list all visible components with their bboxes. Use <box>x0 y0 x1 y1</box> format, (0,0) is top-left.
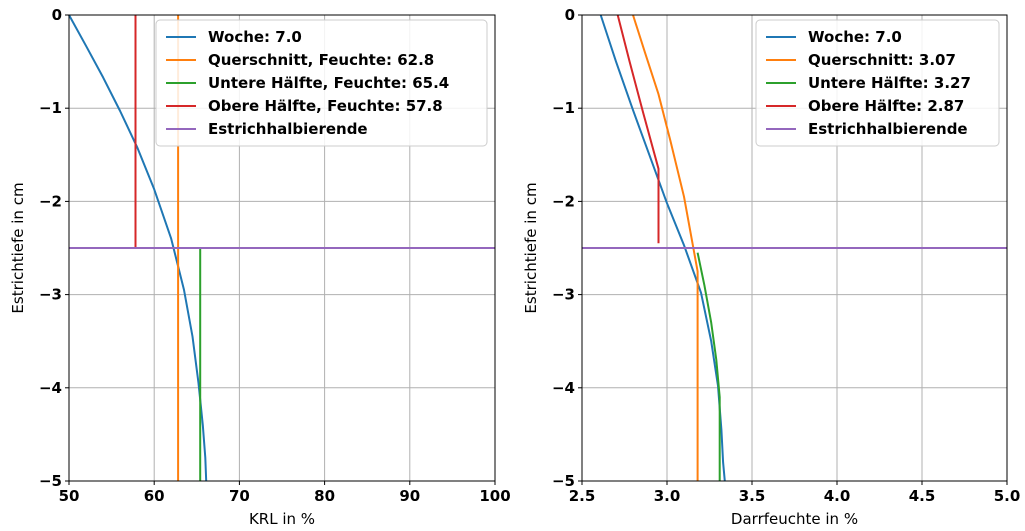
x-tick-label: 60 <box>144 487 165 505</box>
legend-label: Obere Hälfte, Feuchte: 57.8 <box>208 97 443 115</box>
x-tick-label: 90 <box>399 487 420 505</box>
x-axis-label: Darrfeuchte in % <box>731 510 858 528</box>
y-tick-label: −1 <box>39 99 62 117</box>
series-line-2 <box>698 253 720 481</box>
legend-label: Woche: 7.0 <box>808 28 902 46</box>
legend: Woche: 7.0 Querschnitt: 3.07 Untere Hälfte… <box>756 20 999 146</box>
x-tick-label: 4.5 <box>909 487 936 505</box>
series-line-3 <box>618 15 659 243</box>
legend-label: Untere Hälfte, Feuchte: 65.4 <box>208 74 449 92</box>
y-tick-label: −4 <box>39 379 62 397</box>
x-axis-label: KRL in % <box>249 510 315 528</box>
legend-label: Obere Hälfte: 2.87 <box>808 97 964 115</box>
y-tick-label: −5 <box>39 472 62 490</box>
y-tick-label: −3 <box>552 286 575 304</box>
y-tick-label: −1 <box>552 99 575 117</box>
right-chart-darrfeuchte: 2.5 3.0 3.5 4.0 4.5 5.00−1−2−3−4−5Darrfeuchte… <box>522 6 1020 528</box>
y-tick-label: −2 <box>39 192 62 210</box>
legend: Woche: 7.0 Querschnitt, Feuchte: 62.8 Unte… <box>156 20 487 146</box>
legend-label: Estrichhalbierende <box>808 120 968 138</box>
y-tick-label: −2 <box>552 192 575 210</box>
legend-label: Querschnitt: 3.07 <box>808 51 956 69</box>
x-tick-label: 80 <box>314 487 335 505</box>
x-tick-label: 70 <box>229 487 250 505</box>
legend-label: Untere Hälfte: 3.27 <box>808 74 971 92</box>
x-tick-label: 100 <box>479 487 510 505</box>
y-tick-label: 0 <box>52 6 62 24</box>
y-tick-label: −5 <box>552 472 575 490</box>
x-tick-label: 4.0 <box>824 487 851 505</box>
y-tick-label: −3 <box>39 286 62 304</box>
y-tick-label: −4 <box>552 379 575 397</box>
y-axis-label: Estrichtiefe in cm <box>9 182 27 313</box>
x-tick-label: 3.5 <box>739 487 766 505</box>
legend-label: Woche: 7.0 <box>208 28 302 46</box>
x-tick-label: 5.0 <box>994 487 1021 505</box>
x-tick-label: 3.0 <box>654 487 681 505</box>
y-axis-label: Estrichtiefe in cm <box>522 182 540 313</box>
legend-label: Querschnitt, Feuchte: 62.8 <box>208 51 434 69</box>
y-tick-label: 0 <box>565 6 575 24</box>
legend-label: Estrichhalbierende <box>208 120 368 138</box>
